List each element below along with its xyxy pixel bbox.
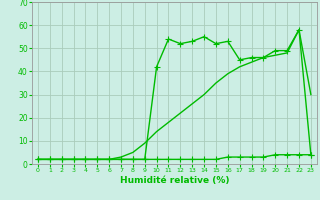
X-axis label: Humidité relative (%): Humidité relative (%): [120, 176, 229, 185]
